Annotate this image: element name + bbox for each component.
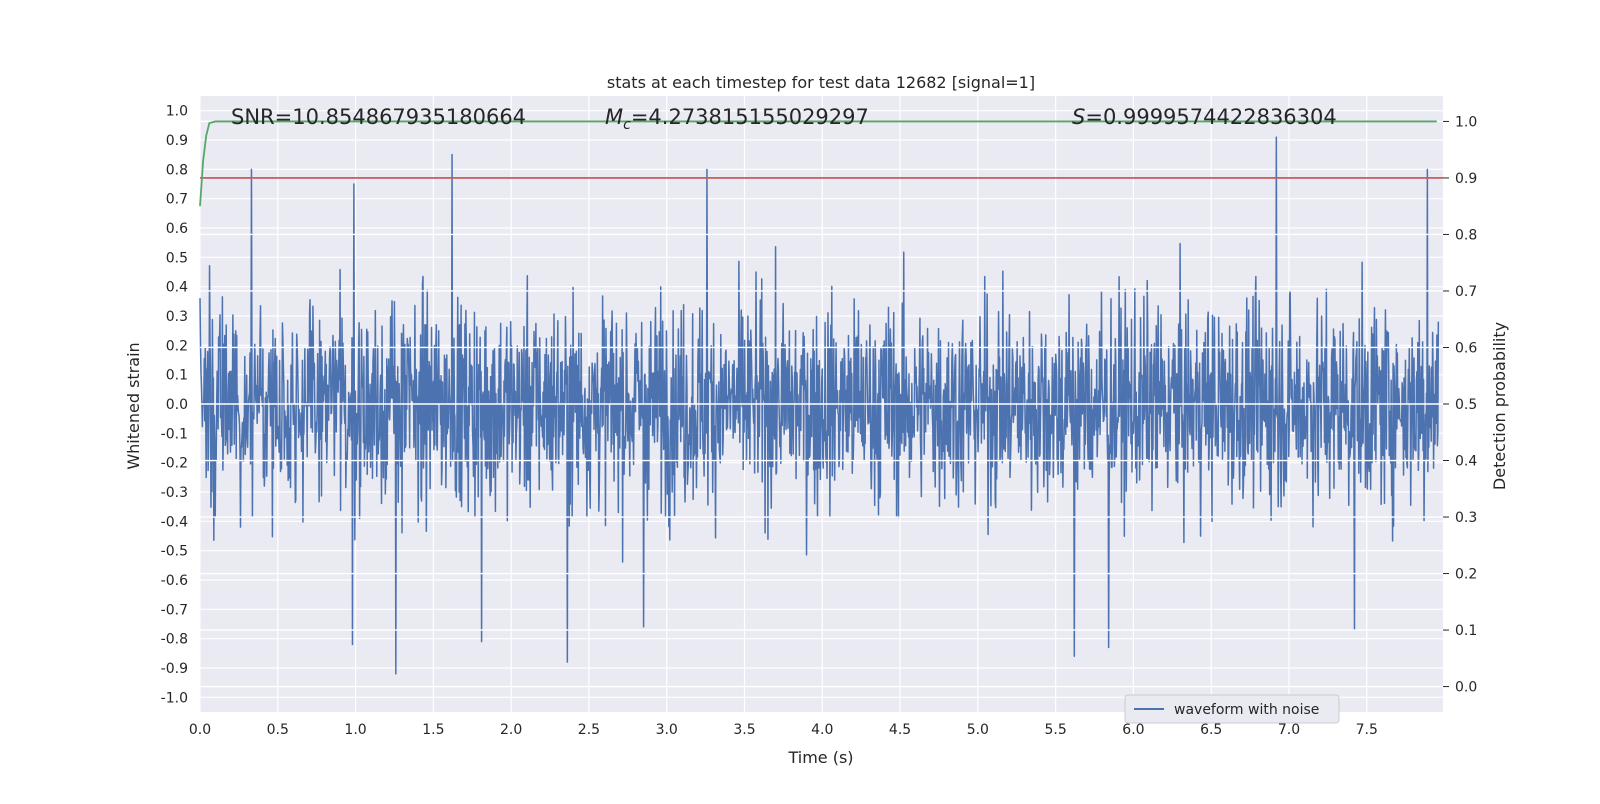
y-left-tick-label: -1.0 xyxy=(161,690,188,706)
overlay-layer xyxy=(199,120,1443,688)
chirp-mass-subscript: c xyxy=(623,117,631,133)
chirp-mass-annotation: Mc=4.273815155029297 xyxy=(605,105,869,133)
y-right-tick-label: 0.0 xyxy=(1455,680,1477,696)
x-tick-label: 5.0 xyxy=(967,722,989,738)
y-left-tick-label: -0.3 xyxy=(161,485,188,501)
y-left-tick-label: 1.0 xyxy=(166,104,188,120)
y-axis-right-label: Detection probability xyxy=(1490,322,1509,490)
y-right-tick-label: 0.2 xyxy=(1455,567,1477,583)
score-symbol: S xyxy=(1072,105,1085,129)
y-left-tick-label: 0.2 xyxy=(166,338,188,354)
y-left-tick-label: -0.4 xyxy=(161,514,188,530)
y-left-tick-label: -0.5 xyxy=(161,544,188,560)
x-tick-label: 4.0 xyxy=(811,722,833,738)
waveform-line xyxy=(199,136,1440,675)
y-left-tick-label: 0.3 xyxy=(166,309,188,325)
y-left-tick-label: 0.8 xyxy=(166,162,188,178)
score-value: =0.9999574422836304 xyxy=(1085,105,1336,129)
y-right-tick-label: 0.8 xyxy=(1455,227,1477,243)
y-left-tick-label: -0.1 xyxy=(161,426,188,442)
x-tick-label: 7.0 xyxy=(1278,722,1300,738)
probability-line xyxy=(199,120,1437,207)
chart-title: stats at each timestep for test data 126… xyxy=(607,73,1035,92)
tick-layer: 0.0 0.5 1.0 1.5 2.0 2.5 3.0 3.5 4.0 4.5 5.0 5.5 6.0 6… xyxy=(161,104,1478,738)
y-right-tick-label: 0.4 xyxy=(1455,454,1477,470)
x-axis-label: Time (s) xyxy=(787,748,853,767)
snr-annotation: SNR=10.854867935180664 xyxy=(231,105,526,129)
y-left-tick-label: 0.6 xyxy=(166,221,188,237)
y-left-tick-label: 0.9 xyxy=(166,133,188,149)
legend-box xyxy=(1124,694,1340,724)
y-right-tick-label: 0.5 xyxy=(1455,397,1477,413)
y-left-tick-label: -0.2 xyxy=(161,456,188,472)
x-tick-label: 2.5 xyxy=(578,722,600,738)
waveform-series xyxy=(199,136,1440,675)
y-left-tick-label: -0.6 xyxy=(161,573,188,589)
y-right-tick-label: 1.0 xyxy=(1455,114,1477,130)
x-tick-label: 2.0 xyxy=(500,722,522,738)
x-tick-label: 3.0 xyxy=(656,722,678,738)
x-tick-label: 4.5 xyxy=(889,722,911,738)
y-right-tick-label: 0.3 xyxy=(1455,510,1477,526)
y-left-tick-label: 0.4 xyxy=(166,280,188,296)
x-tick-label: 1.5 xyxy=(422,722,444,738)
x-tick-label: 7.5 xyxy=(1356,722,1378,738)
y-left-tick-label: 0.1 xyxy=(166,368,188,384)
y-left-tick-label: -0.7 xyxy=(161,602,188,618)
legend: waveform with noise xyxy=(1124,694,1340,724)
legend-label: waveform with noise xyxy=(1174,702,1319,718)
x-tick-label: 0.0 xyxy=(189,722,211,738)
y-left-tick-label: -0.8 xyxy=(161,632,188,648)
x-tick-label: 0.5 xyxy=(267,722,289,738)
x-tick-label: 5.5 xyxy=(1044,722,1066,738)
y-right-tick-label: 0.6 xyxy=(1455,340,1477,356)
y-right-tick-label: 0.7 xyxy=(1455,284,1477,300)
y-right-tick-label: 0.9 xyxy=(1455,171,1477,187)
y-right-tick-label: 0.1 xyxy=(1455,623,1477,639)
y-axis-left-label: Whitened strain xyxy=(124,342,143,469)
x-tick-label: 3.5 xyxy=(733,722,755,738)
chirp-mass-symbol: M xyxy=(605,105,623,129)
y-left-tick-label: 0.0 xyxy=(166,397,188,413)
x-tick-label: 6.0 xyxy=(1122,722,1144,738)
chirp-mass-value: =4.273815155029297 xyxy=(631,105,869,129)
y-left-tick-label: -0.9 xyxy=(161,661,188,677)
x-tick-label: 1.0 xyxy=(344,722,366,738)
y-left-tick-label: 0.7 xyxy=(166,192,188,208)
score-annotation: S=0.9999574422836304 xyxy=(1072,105,1337,129)
y-left-tick-label: 0.5 xyxy=(166,250,188,266)
x-tick-label: 6.5 xyxy=(1200,722,1222,738)
